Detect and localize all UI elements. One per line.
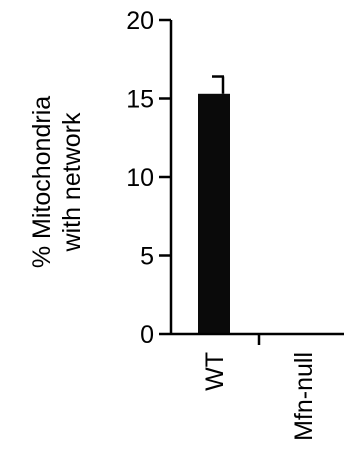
- y-tick-label: 0: [140, 321, 154, 349]
- x-tick-label: WT: [201, 352, 229, 391]
- y-tick-label: 20: [126, 7, 154, 35]
- error-bars: [212, 75, 225, 94]
- y-axis-title: % Mitochondria with network: [28, 96, 86, 268]
- y-tick-label: 10: [126, 164, 154, 192]
- x-tick-label: Mfn-null: [290, 352, 318, 441]
- y-axis-ticks: 0 5 10 15 20: [126, 7, 171, 349]
- bar: [198, 93, 230, 334]
- y-axis-title-line-2: with network: [58, 112, 86, 252]
- y-tick-label: 15: [126, 86, 154, 114]
- bars: [198, 93, 230, 334]
- y-tick-label: 5: [140, 243, 154, 271]
- x-axis-ticks: WT Mfn-null: [201, 334, 318, 441]
- y-axis-title-line-1: % Mitochondria: [28, 96, 56, 268]
